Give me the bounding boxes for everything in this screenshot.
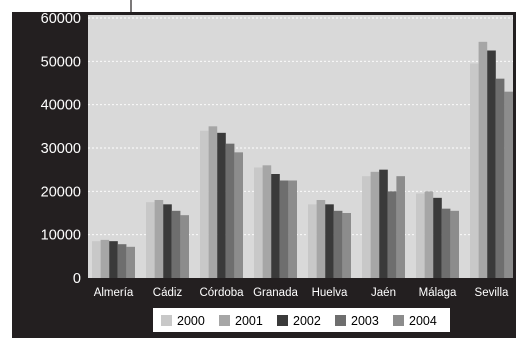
- bar-2000-Córdoba: [200, 130, 209, 278]
- y-tick-label: 30000: [41, 141, 81, 157]
- gridlines: [88, 17, 513, 236]
- bar-2001-Huelva: [316, 200, 326, 278]
- bar-2002-Jaén: [379, 169, 388, 278]
- legend-label: 2001: [235, 314, 263, 328]
- bar-2004-Cádiz: [180, 215, 189, 278]
- bar-2003-Málaga: [441, 208, 451, 278]
- x-tick-label: Huelva: [312, 287, 348, 299]
- legend-label: 2002: [293, 314, 321, 328]
- legend-label: 2004: [409, 314, 437, 328]
- x-tick-label: Córdoba: [199, 287, 244, 299]
- bar-2004-Sevilla: [504, 91, 513, 279]
- bar-2004-Huelva: [342, 213, 351, 278]
- bar-2003-Sevilla: [495, 78, 505, 279]
- bar-2003-Almería: [117, 244, 127, 278]
- x-tick-label: Málaga: [419, 287, 457, 299]
- legend-swatch-2000: [161, 315, 172, 326]
- bar-2001-Málaga: [424, 191, 434, 278]
- bar-2004-Jaén: [396, 176, 405, 278]
- bar-2002-Málaga: [433, 197, 442, 278]
- bar-2001-Almería: [100, 239, 110, 278]
- bar-2004-Córdoba: [234, 152, 243, 278]
- bar-2002-Sevilla: [487, 50, 496, 278]
- legend-label: 2003: [351, 314, 379, 328]
- bar-2002-Huelva: [325, 204, 334, 278]
- bar-2000-Granada: [254, 167, 263, 278]
- y-axis-tick-labels: 0 10000 20000 30000 40000 50000 60000: [41, 11, 81, 287]
- legend-swatch-2003: [335, 315, 346, 326]
- bar-2003-Huelva: [333, 210, 343, 278]
- x-tick-label: Sevilla: [475, 287, 509, 299]
- bars: [92, 41, 513, 279]
- bar-2004-Granada: [288, 180, 297, 278]
- legend: 2000 2001 2002 2003 2004: [153, 308, 450, 332]
- legend-label: 2000: [177, 314, 205, 328]
- legend-swatch-2001: [219, 315, 230, 326]
- legend-swatch-2002: [277, 315, 288, 326]
- bar-2001-Cádiz: [154, 200, 164, 278]
- y-tick-label: 60000: [41, 11, 81, 27]
- bar-2004-Málaga: [450, 210, 459, 278]
- x-tick-label: Granada: [253, 287, 298, 299]
- bar-2000-Almería: [92, 241, 101, 278]
- bar-2003-Granada: [279, 180, 289, 278]
- bar-2002-Almería: [109, 241, 118, 278]
- bar-2002-Granada: [271, 174, 280, 278]
- bar-2001-Sevilla: [478, 41, 488, 279]
- legend-swatch-2004: [393, 315, 404, 326]
- x-tick-label: Almería: [94, 287, 134, 299]
- bar-2002-Cádiz: [163, 204, 172, 278]
- bar-2003-Cádiz: [171, 210, 181, 278]
- x-axis-tick-labels: Almería Cádiz Córdoba Granada Huelva Jaén Mála…: [94, 287, 509, 299]
- bar-2000-Málaga: [416, 193, 425, 278]
- bar-2003-Jaén: [387, 191, 397, 278]
- y-tick-label: 0: [73, 271, 81, 287]
- bar-2001-Granada: [262, 165, 272, 278]
- bar-2000-Sevilla: [470, 63, 479, 278]
- bar-2000-Huelva: [308, 204, 317, 278]
- bar-2004-Almería: [126, 246, 135, 278]
- y-tick-label: 50000: [41, 54, 81, 70]
- y-tick-label: 10000: [41, 228, 81, 244]
- bar-2003-Córdoba: [225, 143, 235, 278]
- bar-2000-Cádiz: [146, 202, 155, 278]
- x-tick-label: Jaén: [371, 287, 396, 299]
- x-tick-label: Cádiz: [153, 287, 183, 299]
- bar-2001-Córdoba: [208, 126, 218, 278]
- bar-2001-Jaén: [370, 171, 380, 278]
- bar-2002-Córdoba: [217, 132, 226, 278]
- y-tick-label: 20000: [41, 184, 81, 200]
- y-tick-label: 40000: [41, 98, 81, 114]
- bar-2000-Jaén: [362, 176, 371, 278]
